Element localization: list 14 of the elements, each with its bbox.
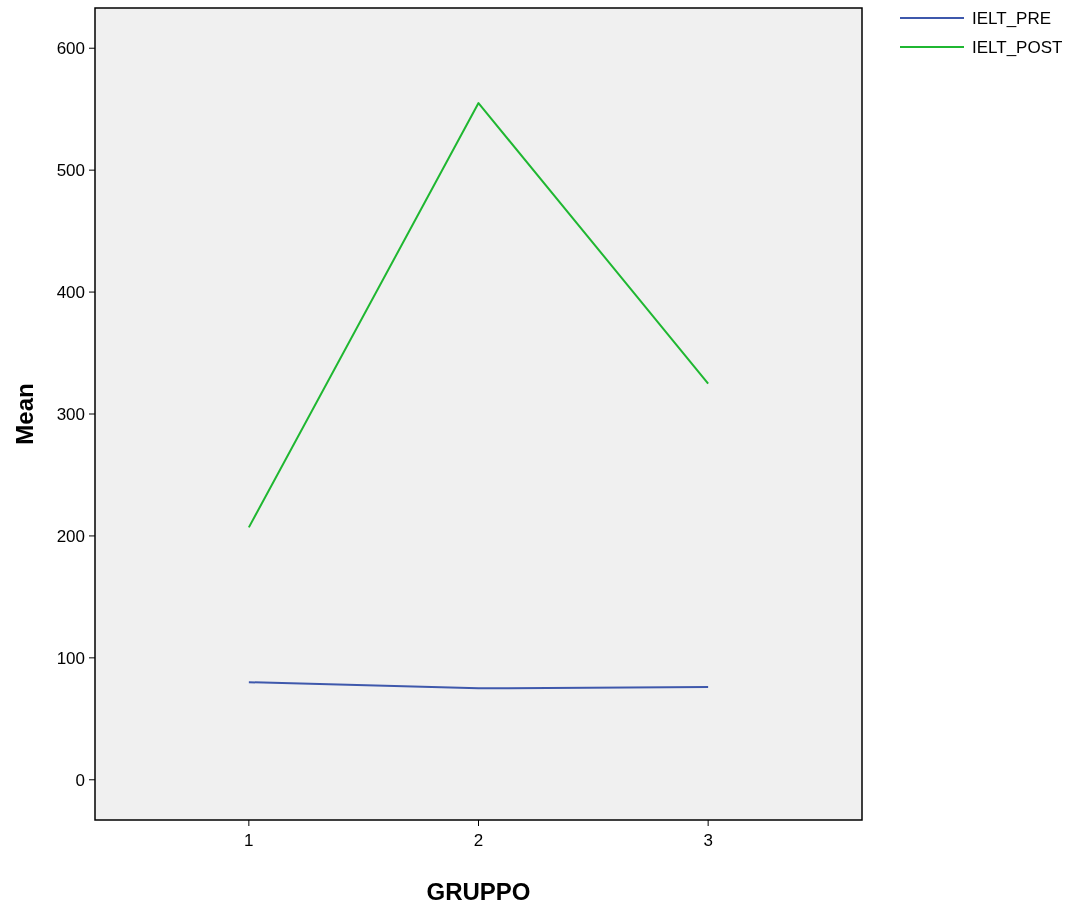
legend-label: IELT_POST xyxy=(972,37,1063,57)
y-tick-label: 0 xyxy=(75,770,85,790)
y-tick-label: 400 xyxy=(56,283,85,303)
x-tick-label: 3 xyxy=(703,831,713,850)
y-tick-label: 100 xyxy=(56,648,85,668)
x-tick-label: 1 xyxy=(244,831,254,850)
x-tick-label: 2 xyxy=(473,831,484,850)
y-axis-title: Mean xyxy=(11,383,38,445)
x-axis-title: GRUPPO xyxy=(426,878,531,905)
y-tick-label: 600 xyxy=(56,39,85,59)
y-tick-label: 500 xyxy=(56,161,85,181)
y-tick-label: 300 xyxy=(56,404,85,424)
y-tick-label: 200 xyxy=(56,526,85,546)
legend-label: IELT_PRE xyxy=(972,8,1052,28)
